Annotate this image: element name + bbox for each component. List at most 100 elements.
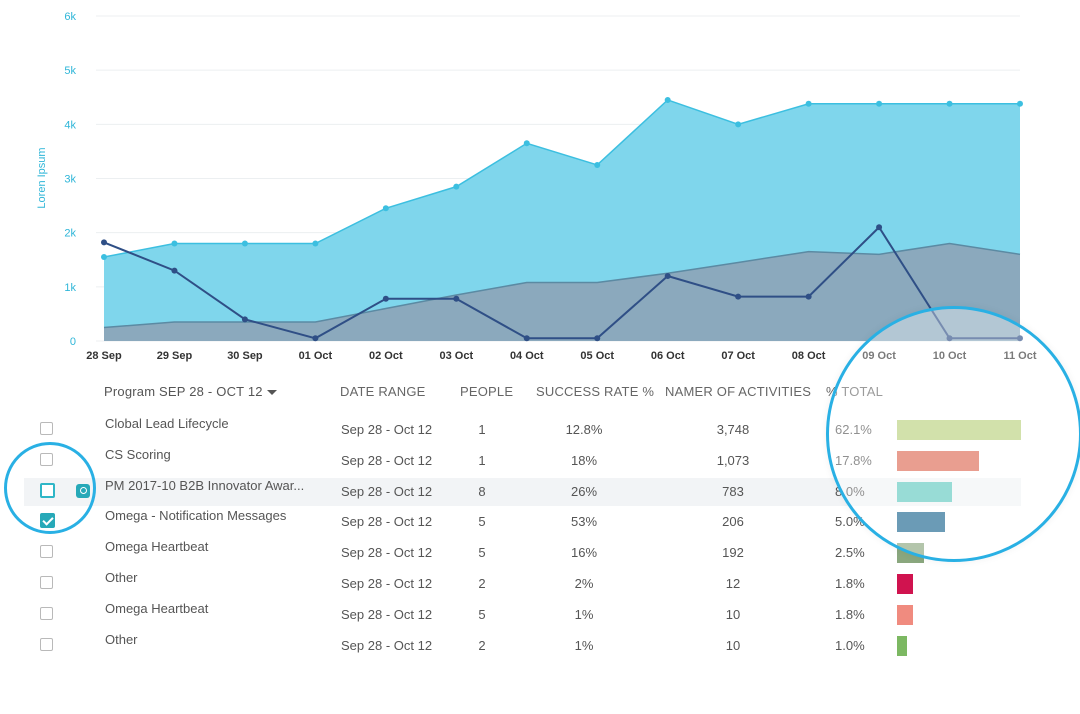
date-range: Sep 28 - Oct 12: [341, 576, 433, 591]
people-header[interactable]: PEOPLE: [460, 384, 514, 399]
activity-count: 1,073: [716, 452, 750, 468]
row-checkbox[interactable]: [40, 576, 53, 589]
program-name[interactable]: CS Scoring: [105, 446, 171, 462]
series-c-point: [453, 295, 460, 302]
y-tick-label: 5k: [64, 65, 76, 77]
series-c-line: [103, 225, 1020, 340]
people-count: 8: [478, 483, 486, 499]
activity-count: 10: [725, 606, 741, 622]
highlight-circle-total: [826, 306, 1080, 562]
row-checkbox[interactable]: [40, 422, 53, 435]
date-range: Sep 28 - Oct 12: [341, 514, 433, 530]
people-count: 5: [478, 545, 486, 561]
people-count: 1: [478, 452, 486, 468]
program-name[interactable]: Other: [105, 570, 138, 585]
percent-total: 2.5%: [835, 545, 865, 561]
series-c-point: [101, 239, 107, 246]
x-tick-label: 03 Oct: [439, 350, 473, 362]
y-tick-label: 6k: [64, 11, 76, 23]
activity-count: 3,748: [716, 422, 750, 437]
x-tick-label: 05 Oct: [580, 350, 614, 362]
total-bar: [897, 574, 913, 594]
people-count: 1: [478, 422, 486, 437]
series-a-point: [946, 100, 953, 107]
table-row[interactable]: Other Sep 28 - Oct 12 2 2% 12 1.8%: [24, 570, 1021, 598]
series-c-point: [241, 316, 248, 323]
people-count: 5: [478, 514, 486, 530]
date-range: Sep 28 - Oct 12: [341, 452, 433, 468]
percent-total: 1.8%: [835, 606, 865, 622]
activity-count: 10: [725, 637, 741, 653]
date-range-header[interactable]: DATE RANGE: [340, 384, 426, 399]
people-count: 2: [478, 576, 486, 591]
program-name[interactable]: Omega Heartbeat: [105, 600, 209, 616]
table-row[interactable]: Other Sep 28 - Oct 12 2 1% 10 1.0%: [24, 632, 1021, 660]
series-c-point: [805, 293, 812, 300]
caret-down-icon: [266, 390, 277, 396]
highlight-circle-checkbox: [4, 442, 96, 534]
x-tick-label: 28 Sep: [86, 350, 122, 362]
series-a-point: [594, 161, 601, 168]
success-rate: 18%: [570, 452, 598, 468]
y-tick-label: 1k: [64, 282, 76, 294]
success-rate: 16%: [570, 545, 598, 561]
total-bar: [897, 635, 907, 656]
x-tick-label: 08 Oct: [792, 350, 826, 362]
series-c-point: [594, 335, 601, 342]
row-checkbox[interactable]: [40, 637, 53, 651]
series-c-point: [523, 335, 530, 342]
series-a-point: [664, 96, 671, 103]
success-rate: 12.8%: [565, 422, 603, 437]
series-c-point: [171, 267, 178, 274]
activity-count: 12: [725, 576, 741, 591]
program-name[interactable]: Other: [105, 631, 138, 647]
success-rate: 1%: [574, 637, 594, 653]
row-checkbox[interactable]: [40, 606, 53, 620]
y-tick-label: 0: [70, 336, 76, 348]
series-a-point: [171, 240, 178, 247]
activity-count: 783: [722, 483, 744, 499]
x-tick-label: 01 Oct: [299, 350, 333, 362]
program-name[interactable]: Omega - Notification Messages: [105, 508, 287, 524]
series-a-point: [876, 100, 883, 107]
row-checkbox[interactable]: [40, 545, 53, 559]
series-a-point: [382, 205, 389, 212]
x-tick-label: 07 Oct: [721, 350, 755, 362]
date-range: Sep 28 - Oct 12: [341, 545, 433, 561]
y-tick-label: 3k: [64, 174, 76, 186]
program-header-label: Program SEP 28 - OCT 12: [104, 384, 263, 399]
success-rate-header[interactable]: SUCCESS RATE %: [536, 384, 655, 399]
table-row[interactable]: Omega Heartbeat Sep 28 - Oct 12 5 1% 10 1.8%: [24, 601, 1021, 629]
series-a-point: [312, 240, 319, 247]
series-a-point: [241, 240, 248, 247]
series-c-point: [876, 224, 883, 231]
x-tick-label: 02 Oct: [369, 350, 403, 362]
series-c-point: [735, 293, 742, 300]
series-b-area: [104, 243, 1020, 341]
series-a-point: [453, 183, 460, 190]
date-range: Sep 28 - Oct 12: [341, 606, 433, 622]
date-range: Sep 28 - Oct 12: [341, 637, 433, 653]
series-c-point: [664, 273, 671, 279]
series-a-line: [103, 99, 1020, 258]
success-rate: 53%: [570, 514, 598, 530]
percent-total: 1.8%: [835, 576, 865, 591]
y-tick-label: 2k: [64, 228, 76, 240]
activities-header[interactable]: NAMER OF ACTIVITIES: [665, 384, 812, 399]
success-rate: 26%: [570, 483, 598, 499]
x-tick-label: 29 Sep: [157, 350, 193, 362]
x-tick-label: 04 Oct: [510, 350, 544, 362]
area-chart: 0 1k 2k 3k 4k 5k 6k Loren Ipsum 28 Sep 29 Sep 30 S…: [36, 11, 1037, 362]
series-c-point: [312, 335, 319, 342]
series-c-point: [382, 295, 389, 302]
people-count: 2: [478, 637, 486, 653]
program-name[interactable]: Clobal Lead Lifecycle: [105, 416, 229, 431]
success-rate: 2%: [574, 576, 594, 591]
activity-count: 206: [722, 514, 744, 530]
program-name[interactable]: Omega Heartbeat: [105, 539, 209, 555]
program-name[interactable]: PM 2017-10 B2B Innovator Awar...: [105, 477, 305, 493]
program-header[interactable]: Program SEP 28 - OCT 12: [104, 384, 277, 399]
series-a-point: [523, 140, 530, 147]
series-a-point: [101, 254, 107, 261]
table-row[interactable]: Omega Heartbeat Sep 28 - Oct 12 5 16% 192 2.5…: [24, 539, 1021, 567]
